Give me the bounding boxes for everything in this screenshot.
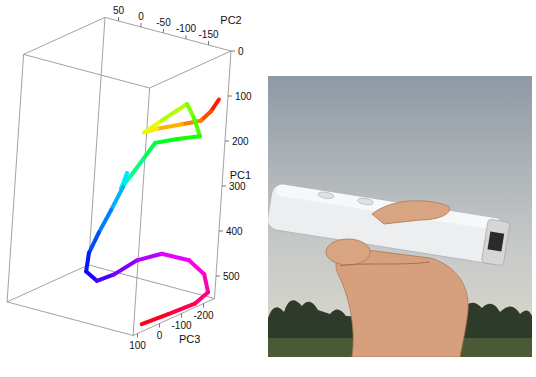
- remote-button: [357, 197, 374, 205]
- trajectory-segment: [143, 143, 155, 159]
- trajectory-segment: [187, 104, 194, 118]
- trajectory-segment: [89, 233, 99, 253]
- z-axis-ticks: -200-100 0 100: [129, 304, 214, 352]
- box-edge: [7, 54, 24, 302]
- trajectory-segment: [142, 314, 169, 324]
- trajectory-segment: [195, 292, 208, 303]
- tick-mark: [159, 324, 160, 328]
- tick-mark: [222, 186, 226, 187]
- tick-label: 50: [113, 5, 125, 16]
- trajectory-segment: [123, 173, 127, 187]
- finger: [326, 239, 370, 265]
- trajectory: [86, 100, 219, 325]
- box-edge: [215, 51, 232, 299]
- tick-mark: [231, 51, 235, 52]
- trajectory-segment: [201, 111, 211, 120]
- box-edge: [89, 265, 215, 299]
- axis-title: PC2: [220, 14, 241, 26]
- box-edge: [133, 299, 214, 336]
- y-axis-ticks: 50 0 -50 -100-150: [113, 5, 219, 46]
- trajectory-segment: [189, 260, 204, 274]
- trajectory-segment: [204, 274, 208, 292]
- tick-mark: [137, 334, 138, 338]
- trajectory-segment: [162, 254, 189, 260]
- tick-mark: [118, 17, 119, 21]
- tick-label: 100: [235, 91, 252, 102]
- trajectory-segment: [97, 274, 114, 280]
- tick-mark: [208, 41, 209, 45]
- box-edge: [24, 54, 150, 88]
- trajectory-segment: [144, 120, 162, 132]
- box: [7, 17, 231, 335]
- tick-mark: [225, 141, 229, 142]
- axis-title: PC3: [179, 333, 200, 345]
- trajectory-segment: [157, 124, 182, 129]
- box-edge: [133, 88, 150, 336]
- trajectory-segment: [111, 187, 123, 210]
- tick-mark: [186, 35, 187, 39]
- palm: [336, 248, 468, 357]
- trajectory-segment: [211, 100, 219, 112]
- box-edge: [24, 17, 105, 54]
- thumb: [372, 201, 450, 224]
- finger: [340, 262, 430, 266]
- remote-button: [318, 191, 335, 199]
- tick-mark: [163, 29, 164, 33]
- trajectory-segment: [155, 139, 177, 143]
- box-edge: [7, 265, 88, 302]
- axis-title: PC1: [230, 169, 251, 181]
- trajectory-segment: [177, 136, 200, 139]
- box-edge: [105, 17, 231, 51]
- tick-label: -50: [156, 17, 171, 28]
- remote-connector: [488, 231, 505, 251]
- trajectory-segment: [182, 121, 201, 124]
- tick-mark: [228, 96, 232, 97]
- trajectory-segment: [168, 304, 194, 314]
- tick-label: 400: [226, 226, 243, 237]
- remote-end: [481, 219, 510, 266]
- photo: [268, 76, 532, 357]
- trajectory-segment: [86, 272, 97, 281]
- axis-texts: 0100200300400500500-50-100-150-200-10001…: [113, 5, 252, 352]
- tick-mark: [219, 231, 223, 232]
- tick-label: -100: [176, 23, 196, 34]
- tick-label: 100: [129, 340, 146, 351]
- box-edge: [150, 51, 231, 88]
- trajectory-segment: [162, 104, 187, 120]
- tick-label: 0: [157, 330, 163, 341]
- trajectory-segment: [99, 210, 111, 233]
- trajectory-segment: [86, 253, 89, 271]
- tick-label: 300: [229, 181, 246, 192]
- trajectory-segment: [137, 254, 162, 261]
- hand: [326, 201, 468, 357]
- x-axis-ticks: 0 100 200 300 400 500: [216, 46, 252, 282]
- box-edge: [7, 302, 133, 336]
- tick-mark: [203, 304, 204, 308]
- trajectory-segment: [131, 159, 143, 176]
- trajectory-segment: [114, 260, 137, 274]
- tick-label: 0: [138, 11, 144, 22]
- chart-3d: 0100200300400500500-50-100-150-200-10001…: [7, 5, 252, 352]
- trajectory-segment: [194, 118, 200, 137]
- tick-label: -200: [193, 310, 213, 321]
- tick-label: 200: [232, 136, 249, 147]
- tick-label: -100: [171, 320, 191, 331]
- remote-top: [275, 184, 502, 232]
- tick-mark: [181, 314, 182, 318]
- tick-label: 500: [223, 271, 240, 282]
- tick-label: -150: [198, 29, 218, 40]
- tick-label: 0: [238, 46, 244, 57]
- tick-mark: [216, 276, 220, 277]
- tick-mark: [141, 23, 142, 27]
